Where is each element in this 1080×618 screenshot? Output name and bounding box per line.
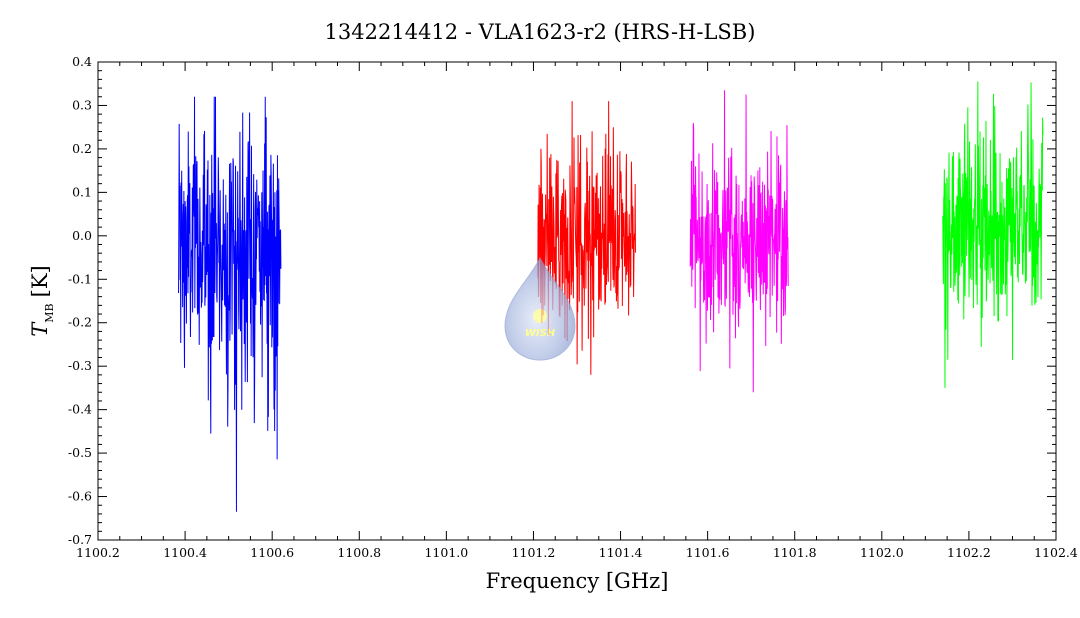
- spectrum-series-2: [537, 101, 637, 375]
- x-tick-label: 1100.2: [76, 545, 120, 560]
- y-tick-label: 0.0: [72, 228, 92, 243]
- spectrum-series-3: [689, 90, 789, 393]
- x-tick-label: 1100.6: [250, 545, 294, 560]
- y-tick-label: -0.3: [68, 358, 92, 373]
- y-tick-label: 0.1: [72, 184, 92, 199]
- x-tick-label: 1100.4: [163, 545, 207, 560]
- y-tick-label: -0.6: [68, 489, 92, 504]
- ticks-layer: [97, 61, 1057, 541]
- y-tick-label: -0.2: [68, 315, 92, 330]
- x-tick-label: 1102.2: [947, 545, 991, 560]
- y-axis-unit: [K]: [28, 265, 52, 297]
- y-tick-label: 0.4: [72, 54, 92, 69]
- y-axis-label: TMB [K]: [28, 265, 56, 336]
- spectrum-series-4: [942, 81, 1044, 388]
- y-axis-subscript: MB: [43, 303, 56, 322]
- y-tick-label: 0.2: [72, 141, 92, 156]
- svg-text:TMB[K]: TMB [K]: [28, 265, 56, 336]
- y-tick-label: -0.7: [68, 532, 92, 547]
- x-tick-label: 1101.8: [773, 545, 817, 560]
- series-layer: [178, 81, 1044, 512]
- x-tick-label: 1101.4: [599, 545, 643, 560]
- spectrum-series-1: [178, 96, 282, 512]
- y-tick-label: -0.5: [68, 445, 92, 460]
- x-tick-label: 1101.6: [686, 545, 730, 560]
- wish-logo: WISH: [504, 256, 576, 361]
- chart-title: 1342214412 - VLA1623-r2 (HRS-H-LSB): [325, 20, 756, 44]
- x-axis-label: Frequency [GHz]: [486, 569, 669, 593]
- y-tick-label: 0.3: [72, 97, 92, 112]
- y-tick-label: -0.4: [68, 402, 92, 417]
- y-axis-symbol: T: [28, 321, 52, 337]
- x-tick-label: 1102.4: [1034, 545, 1078, 560]
- x-tick-label: 1100.8: [337, 545, 381, 560]
- wish-logo-text: WISH: [525, 328, 556, 339]
- y-tick-label: -0.1: [68, 271, 92, 286]
- ticklabels-layer: 1100.2 1100.4 1100.6 1100.8 1101.0 1101.2 1101…: [68, 54, 1078, 560]
- x-tick-label: 1101.0: [424, 545, 468, 560]
- x-tick-label: 1102.0: [860, 545, 904, 560]
- x-tick-label: 1101.2: [512, 545, 556, 560]
